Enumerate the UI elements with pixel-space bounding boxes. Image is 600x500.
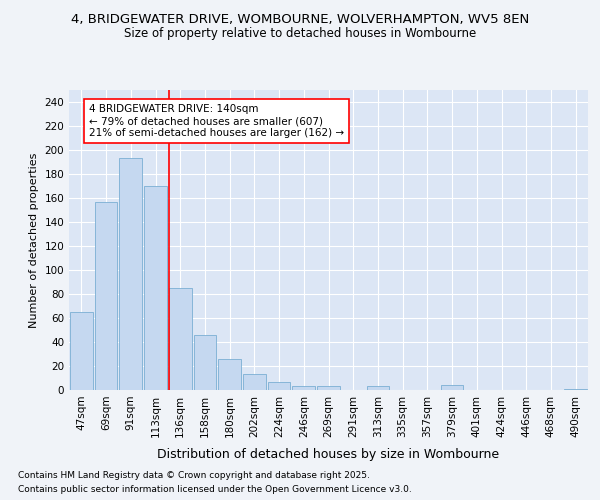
Bar — [119, 158, 142, 390]
Bar — [367, 386, 389, 390]
Bar — [441, 385, 463, 390]
Bar — [70, 312, 93, 390]
Bar — [169, 288, 191, 390]
Y-axis label: Number of detached properties: Number of detached properties — [29, 152, 39, 328]
Text: Contains public sector information licensed under the Open Government Licence v3: Contains public sector information licen… — [18, 484, 412, 494]
Text: 4 BRIDGEWATER DRIVE: 140sqm
← 79% of detached houses are smaller (607)
21% of se: 4 BRIDGEWATER DRIVE: 140sqm ← 79% of det… — [89, 104, 344, 138]
Text: Size of property relative to detached houses in Wombourne: Size of property relative to detached ho… — [124, 28, 476, 40]
Bar — [194, 335, 216, 390]
Text: Contains HM Land Registry data © Crown copyright and database right 2025.: Contains HM Land Registry data © Crown c… — [18, 472, 370, 480]
Bar — [95, 202, 118, 390]
X-axis label: Distribution of detached houses by size in Wombourne: Distribution of detached houses by size … — [157, 448, 500, 461]
Bar — [243, 374, 266, 390]
Bar — [268, 382, 290, 390]
Text: 4, BRIDGEWATER DRIVE, WOMBOURNE, WOLVERHAMPTON, WV5 8EN: 4, BRIDGEWATER DRIVE, WOMBOURNE, WOLVERH… — [71, 12, 529, 26]
Bar — [218, 359, 241, 390]
Bar — [564, 389, 587, 390]
Bar — [317, 386, 340, 390]
Bar — [144, 186, 167, 390]
Bar — [292, 386, 315, 390]
